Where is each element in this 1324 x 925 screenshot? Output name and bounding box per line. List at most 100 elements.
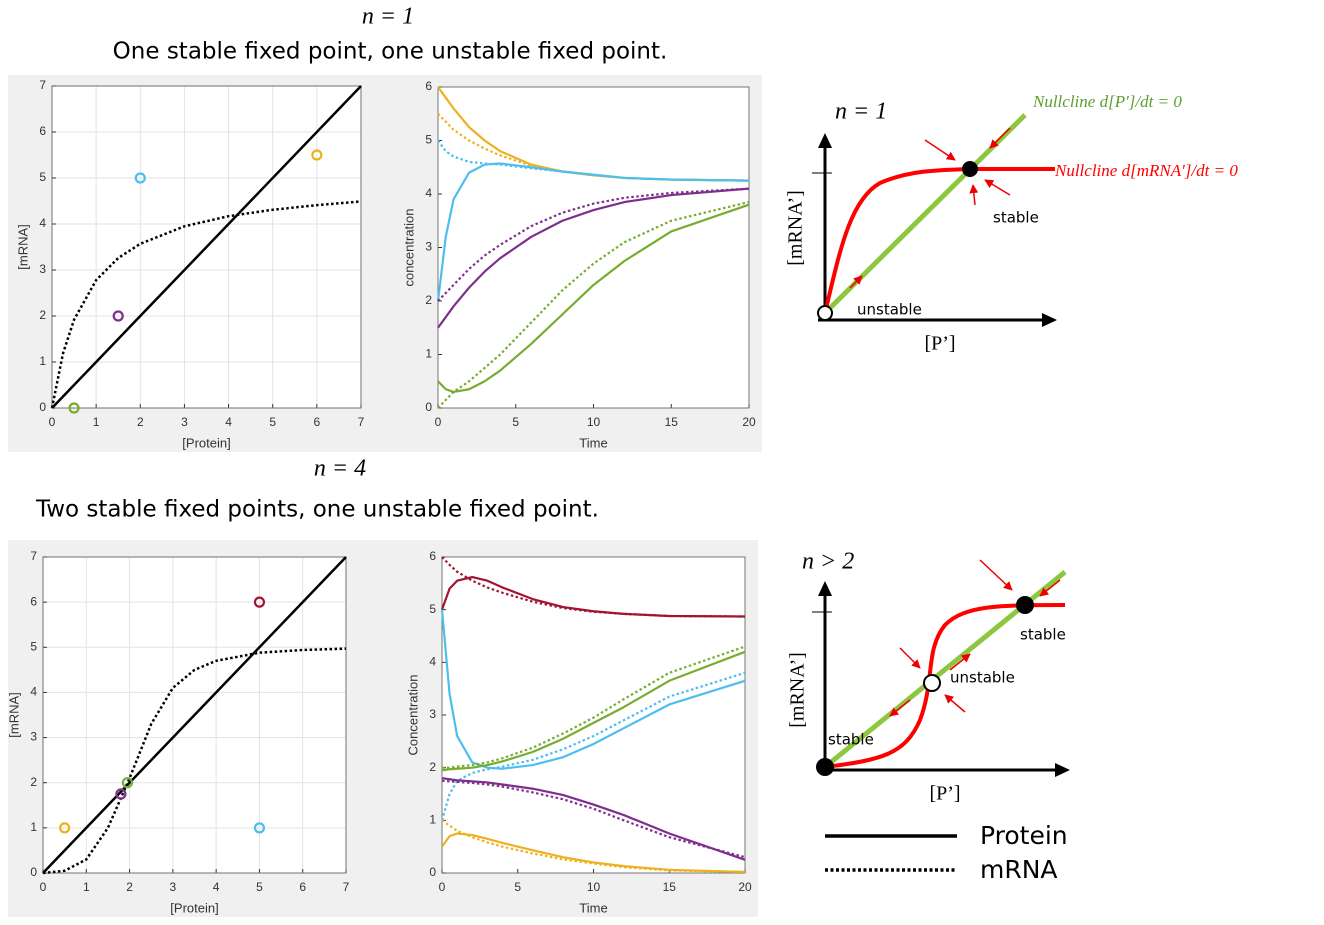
y-tick-label: 6 [429, 549, 436, 563]
data-point [134, 172, 146, 184]
x-tick-label: 2 [137, 415, 144, 429]
fixed-point [816, 758, 834, 776]
flow-arrow [944, 694, 966, 713]
x-tick-label: 15 [665, 415, 679, 429]
y-tick-label: 0 [39, 400, 46, 414]
data-point [121, 777, 134, 789]
x-axis-label: [Protein] [182, 435, 230, 450]
x-axis-label: Time [579, 900, 607, 915]
plot-area [442, 557, 745, 873]
x-tick-label: 5 [269, 415, 276, 429]
data-point [253, 596, 266, 608]
x-tick-label: 5 [512, 415, 519, 429]
y-axis-label: [mRNA] [15, 224, 30, 270]
y-axis-label: Concentration [405, 675, 420, 756]
y-tick-label: 0 [429, 865, 436, 879]
y-tick-label: 1 [39, 354, 46, 368]
flow-arrow [984, 179, 1011, 196]
series-line [441, 779, 746, 859]
stability-label: stable [993, 209, 1039, 227]
flow-arrow [899, 647, 921, 669]
data-point [68, 402, 80, 414]
fixed-point [962, 161, 978, 177]
arrowhead [818, 133, 832, 148]
axes-box [42, 556, 347, 874]
y-tick-label: 5 [429, 602, 436, 616]
fixed-point [817, 305, 833, 321]
series-line [437, 203, 750, 394]
series-line [42, 647, 347, 875]
y-axis-label: [mRNA] [6, 692, 21, 738]
arrowhead [1042, 313, 1057, 327]
axis-label: [mRNA’] [785, 190, 807, 266]
section-caption: Two stable fixed points, one unstable fi… [35, 497, 599, 523]
x-axis-label: Time [579, 435, 607, 450]
diagram: n = 1 Nullcline d[P′]/dt = 0 Nullcline d… [785, 92, 1239, 355]
x-tick-label: 20 [738, 880, 752, 894]
data-point [253, 822, 266, 834]
nullcline-mrna [823, 167, 1055, 314]
series-line [441, 777, 746, 861]
y-tick-label: 1 [425, 347, 432, 361]
y-tick-label: 3 [425, 240, 432, 254]
y-tick-label: 6 [39, 124, 46, 138]
section-label: n = 1 [362, 4, 414, 30]
series-line [42, 556, 347, 874]
diagram: n > 2 stable unstable stable [mRNA’] [P’… [787, 549, 1070, 805]
x-tick-label: 3 [170, 880, 177, 894]
arrowhead [1055, 763, 1070, 777]
x-tick-label: 1 [93, 415, 100, 429]
flow-arrow [1039, 579, 1061, 597]
axes-box [51, 85, 362, 409]
x-tick-label: 5 [514, 880, 521, 894]
y-tick-label: 2 [429, 760, 436, 774]
series-line [437, 187, 750, 302]
y-tick-label: 7 [30, 549, 37, 563]
flow-arrow [889, 699, 911, 717]
nullcline-label: Nullcline d[P′]/dt = 0 [1032, 92, 1182, 111]
y-tick-label: 5 [30, 639, 37, 653]
y-tick-label: 3 [30, 730, 37, 744]
x-tick-label: 15 [663, 880, 677, 894]
x-tick-label: 3 [181, 415, 188, 429]
data-point [59, 822, 71, 834]
axis-label: [P’] [929, 783, 960, 805]
series-line [51, 85, 362, 409]
flow-arrow [949, 653, 971, 671]
x-tick-label: 2 [126, 880, 133, 894]
y-tick-label: 3 [429, 707, 436, 721]
y-tick-label: 7 [39, 78, 46, 92]
series-line [441, 819, 746, 874]
legend: Protein mRNA [825, 821, 1068, 884]
flow-arrow [924, 139, 956, 161]
section-caption: One stable fixed point, one unstable fix… [113, 39, 668, 65]
stability-label: unstable [857, 301, 922, 319]
x-tick-label: 20 [742, 415, 756, 429]
y-tick-label: 4 [429, 655, 436, 669]
series-line [441, 650, 746, 772]
x-tick-label: 5 [256, 880, 263, 894]
series-line [441, 556, 746, 618]
series-line [437, 200, 750, 409]
series-line [440, 671, 746, 821]
stability-label: stable [828, 731, 874, 749]
x-tick-label: 7 [343, 880, 350, 894]
y-tick-label: 6 [30, 594, 37, 608]
flow-arrow [849, 275, 863, 289]
y-tick-label: 1 [429, 813, 436, 827]
x-tick-label: 6 [314, 415, 321, 429]
nullcline-mrna [824, 603, 1066, 769]
series-line [437, 187, 750, 329]
y-tick-label: 0 [30, 865, 37, 879]
axes-box [441, 556, 746, 874]
axes-box [437, 86, 750, 409]
x-tick-label: 0 [40, 880, 47, 894]
flow-arrow [969, 184, 979, 206]
y-tick-label: 1 [30, 820, 37, 834]
axis-label: [P’] [924, 333, 955, 355]
x-tick-label: 1 [83, 880, 90, 894]
y-tick-label: 4 [30, 685, 37, 699]
x-tick-label: 10 [587, 415, 601, 429]
